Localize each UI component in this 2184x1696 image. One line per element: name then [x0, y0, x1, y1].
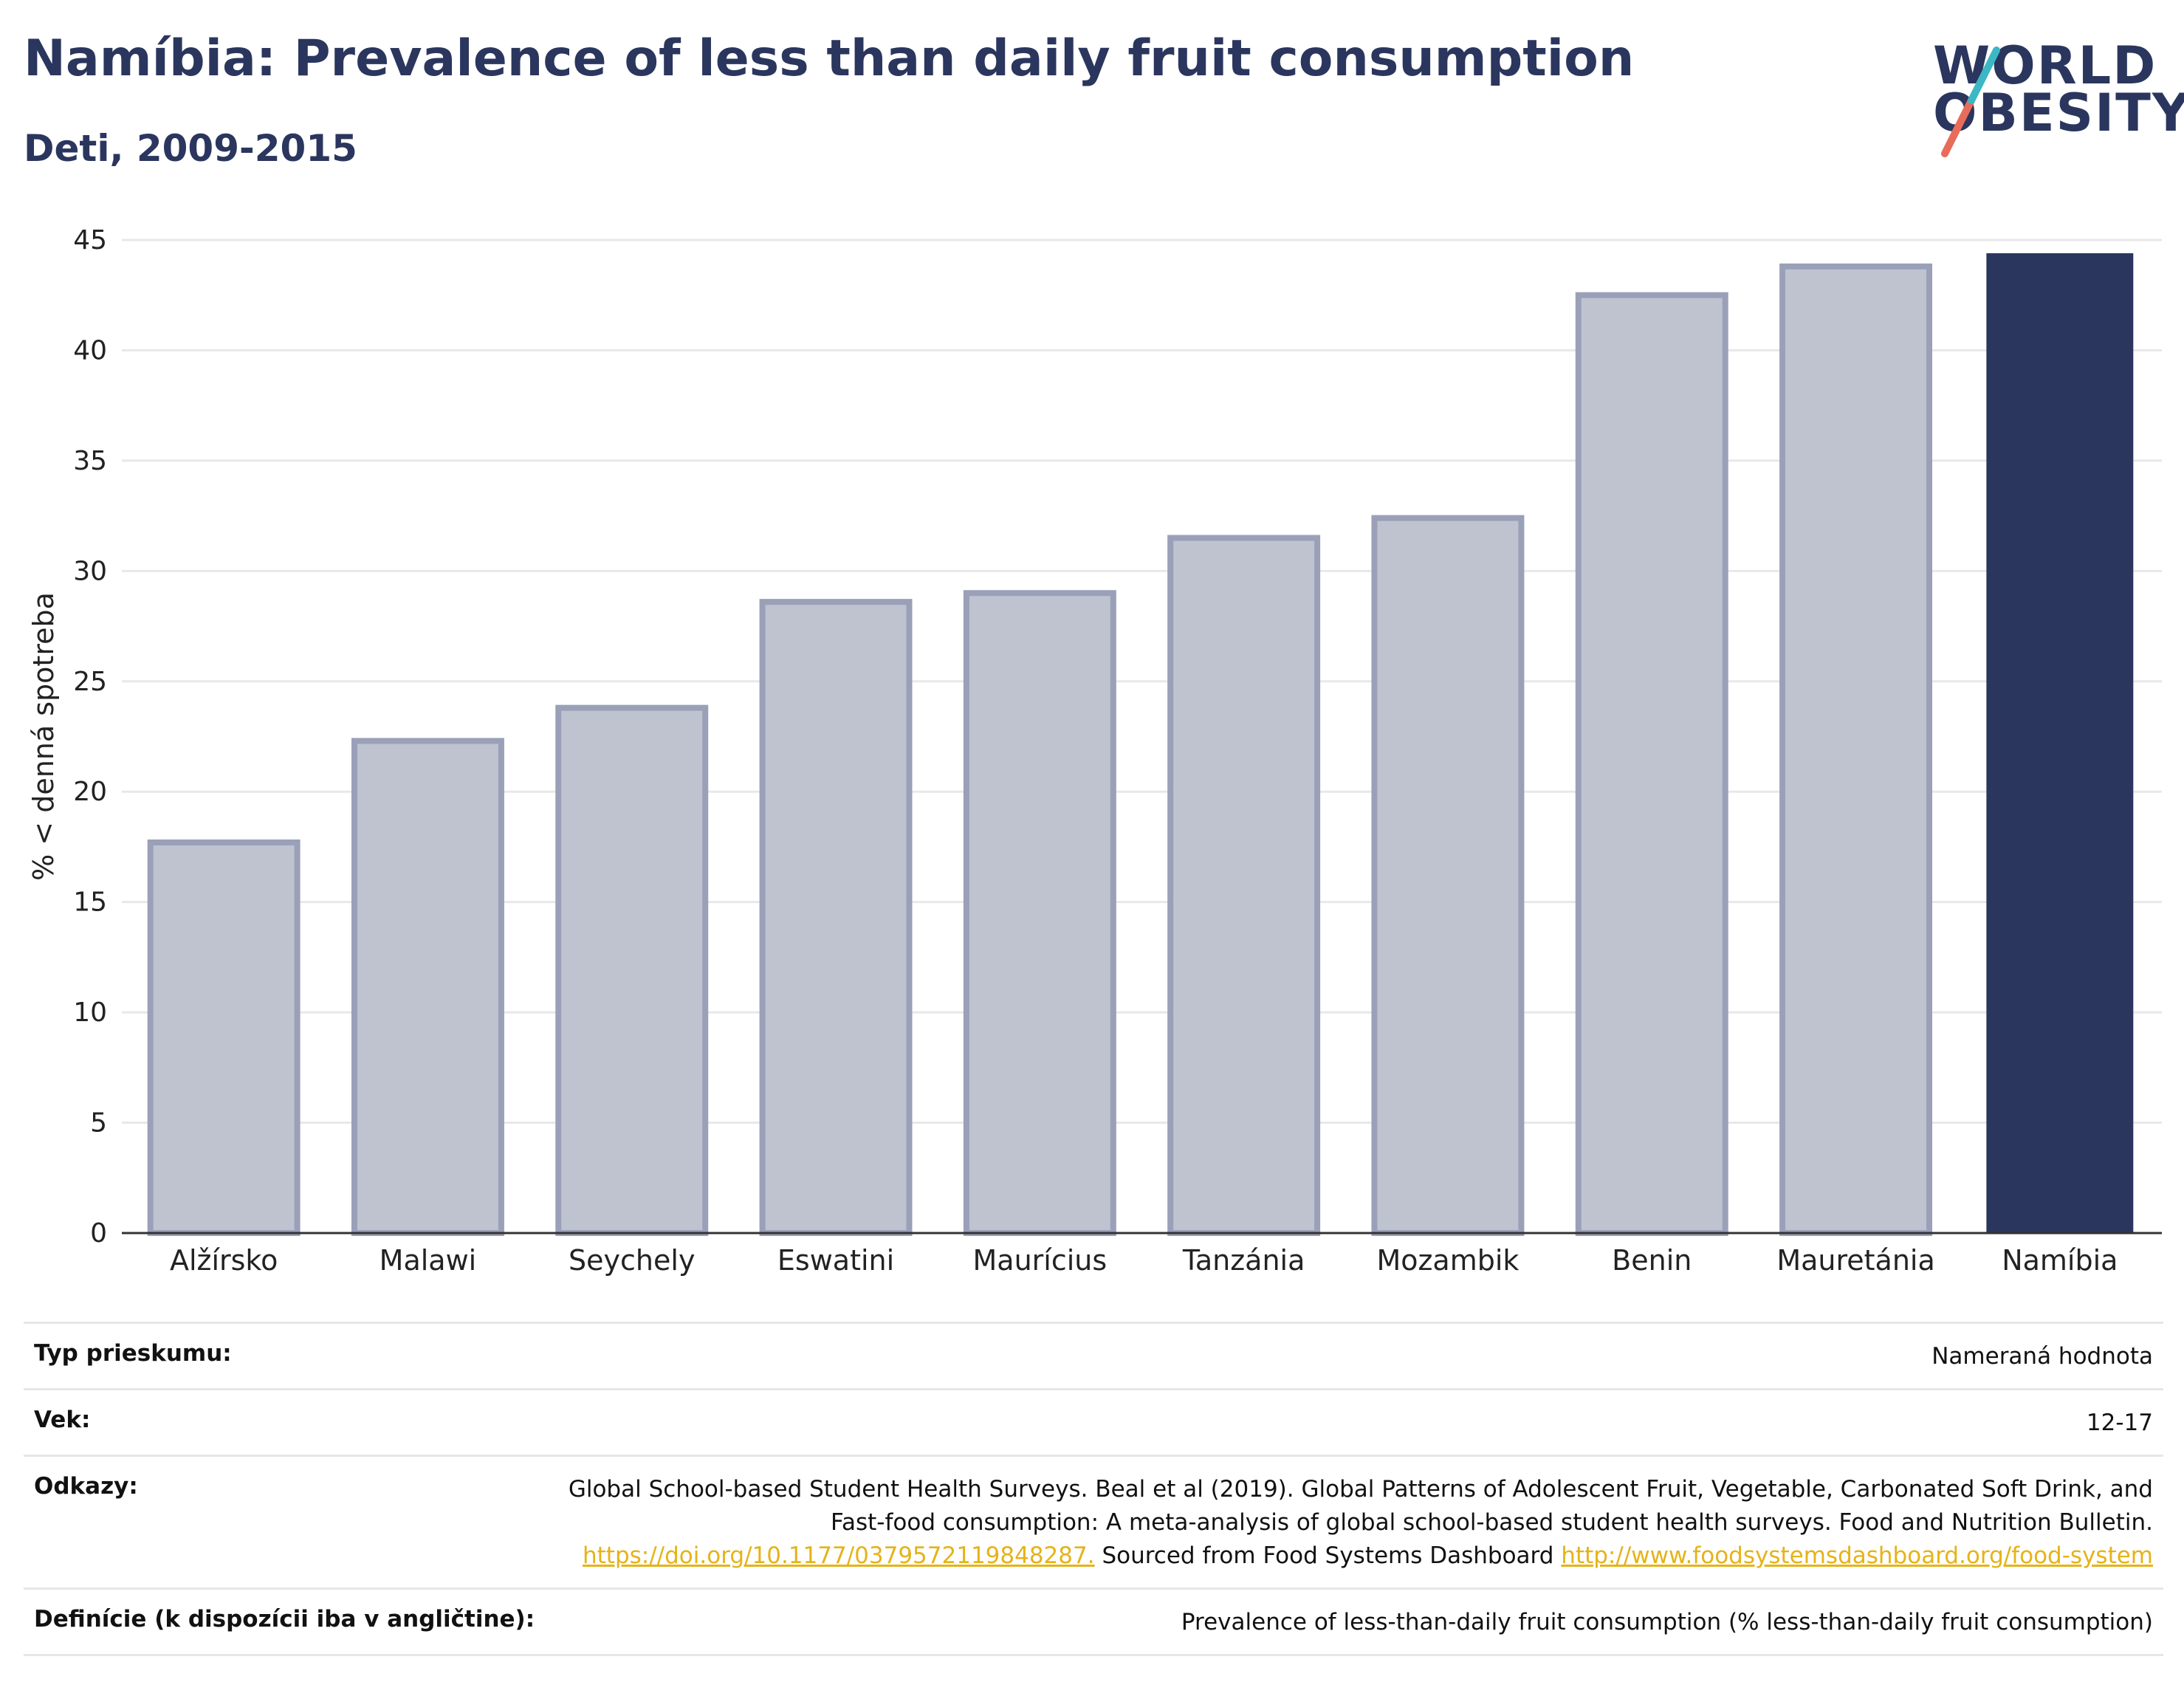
references-source-text: Sourced from Food Systems Dashboard [1102, 1542, 1554, 1569]
x-tick-label: Eswatini [777, 1244, 894, 1277]
y-axis-label: % < denná spotreba [27, 592, 60, 881]
survey-type-row: Typ prieskumu: Nameraná hodnota [24, 1322, 2163, 1388]
references-text: Global School-based Student Health Surve… [568, 1476, 2153, 1536]
logo-line-1: WORLD [1933, 35, 2157, 96]
bar-chart: 0 5 10 15 20 25 30 35 40 45 % < denná spotreba Alží… [27, 225, 2162, 1277]
bar-mozambik [1371, 515, 1525, 1237]
info-table: Typ prieskumu: Nameraná hodnota Vek: 12-… [24, 1322, 2163, 1656]
y-tick-label: 15 [73, 888, 107, 918]
bar-alžírsko [147, 839, 301, 1236]
y-tick-label: 5 [90, 1108, 107, 1139]
bar-seychely [555, 704, 709, 1236]
chart-subtitle: Deti, 2009-2015 [24, 127, 357, 170]
age-value: 12-17 [2086, 1410, 2153, 1436]
y-tick-label: 35 [73, 446, 107, 476]
dashboard-link[interactable]: http://www.foodsystemsdashboard.org/food… [1561, 1542, 2153, 1569]
x-tick-label: Seychely [569, 1244, 695, 1277]
y-tick-label: 10 [73, 998, 107, 1028]
age-label: Vek: [34, 1407, 91, 1433]
references-value: Global School-based Student Health Surve… [529, 1473, 2153, 1573]
doi-link[interactable]: https://doi.org/10.1177/0379572119848287… [583, 1542, 1095, 1569]
x-tick-label: Alžírsko [170, 1244, 278, 1277]
references-row: Odkazy: Global School-based Student Heal… [24, 1455, 2163, 1587]
x-tick-label: Mauretánia [1776, 1244, 1934, 1277]
bar-tanzánia [1167, 535, 1321, 1236]
x-tick-label: Tanzánia [1182, 1244, 1305, 1277]
bar-mauretánia [1779, 263, 1933, 1236]
bar-namíbia [1986, 253, 2134, 1233]
x-tick-label: Namíbia [2002, 1244, 2118, 1277]
logo-slash-icon [1941, 47, 2000, 157]
y-tick-label: 20 [73, 777, 107, 807]
world-obesity-logo: WORLD OBESITY [1920, 30, 2184, 162]
x-tick-label: Benin [1612, 1244, 1692, 1277]
bar-benin [1575, 292, 1728, 1237]
y-tick-label: 40 [73, 335, 107, 365]
y-tick-label: 45 [73, 225, 107, 255]
references-label: Odkazy: [34, 1473, 138, 1500]
y-tick-label: 25 [73, 667, 107, 697]
x-tick-label: Mozambik [1376, 1244, 1519, 1277]
x-tick-label: Maurícius [973, 1244, 1108, 1277]
bar-eswatini [759, 599, 913, 1236]
y-tick-label: 30 [73, 556, 107, 586]
bar-maurícius [963, 590, 1116, 1236]
definition-row: Definície (k dispozícii iba v angličtine… [24, 1587, 2163, 1656]
age-row: Vek: 12-17 [24, 1388, 2163, 1455]
definition-label: Definície (k dispozícii iba v angličtine… [34, 1606, 535, 1633]
y-tick-label: 0 [90, 1218, 107, 1249]
x-tick-label: Malawi [380, 1244, 477, 1277]
survey-type-value: Nameraná hodnota [1931, 1343, 2153, 1370]
chart-title: Namíbia: Prevalence of less than daily f… [24, 30, 1635, 88]
definition-value: Prevalence of less-than-daily fruit cons… [1181, 1609, 2153, 1635]
survey-type-label: Typ prieskumu: [34, 1340, 232, 1367]
bar-malawi [351, 738, 504, 1236]
